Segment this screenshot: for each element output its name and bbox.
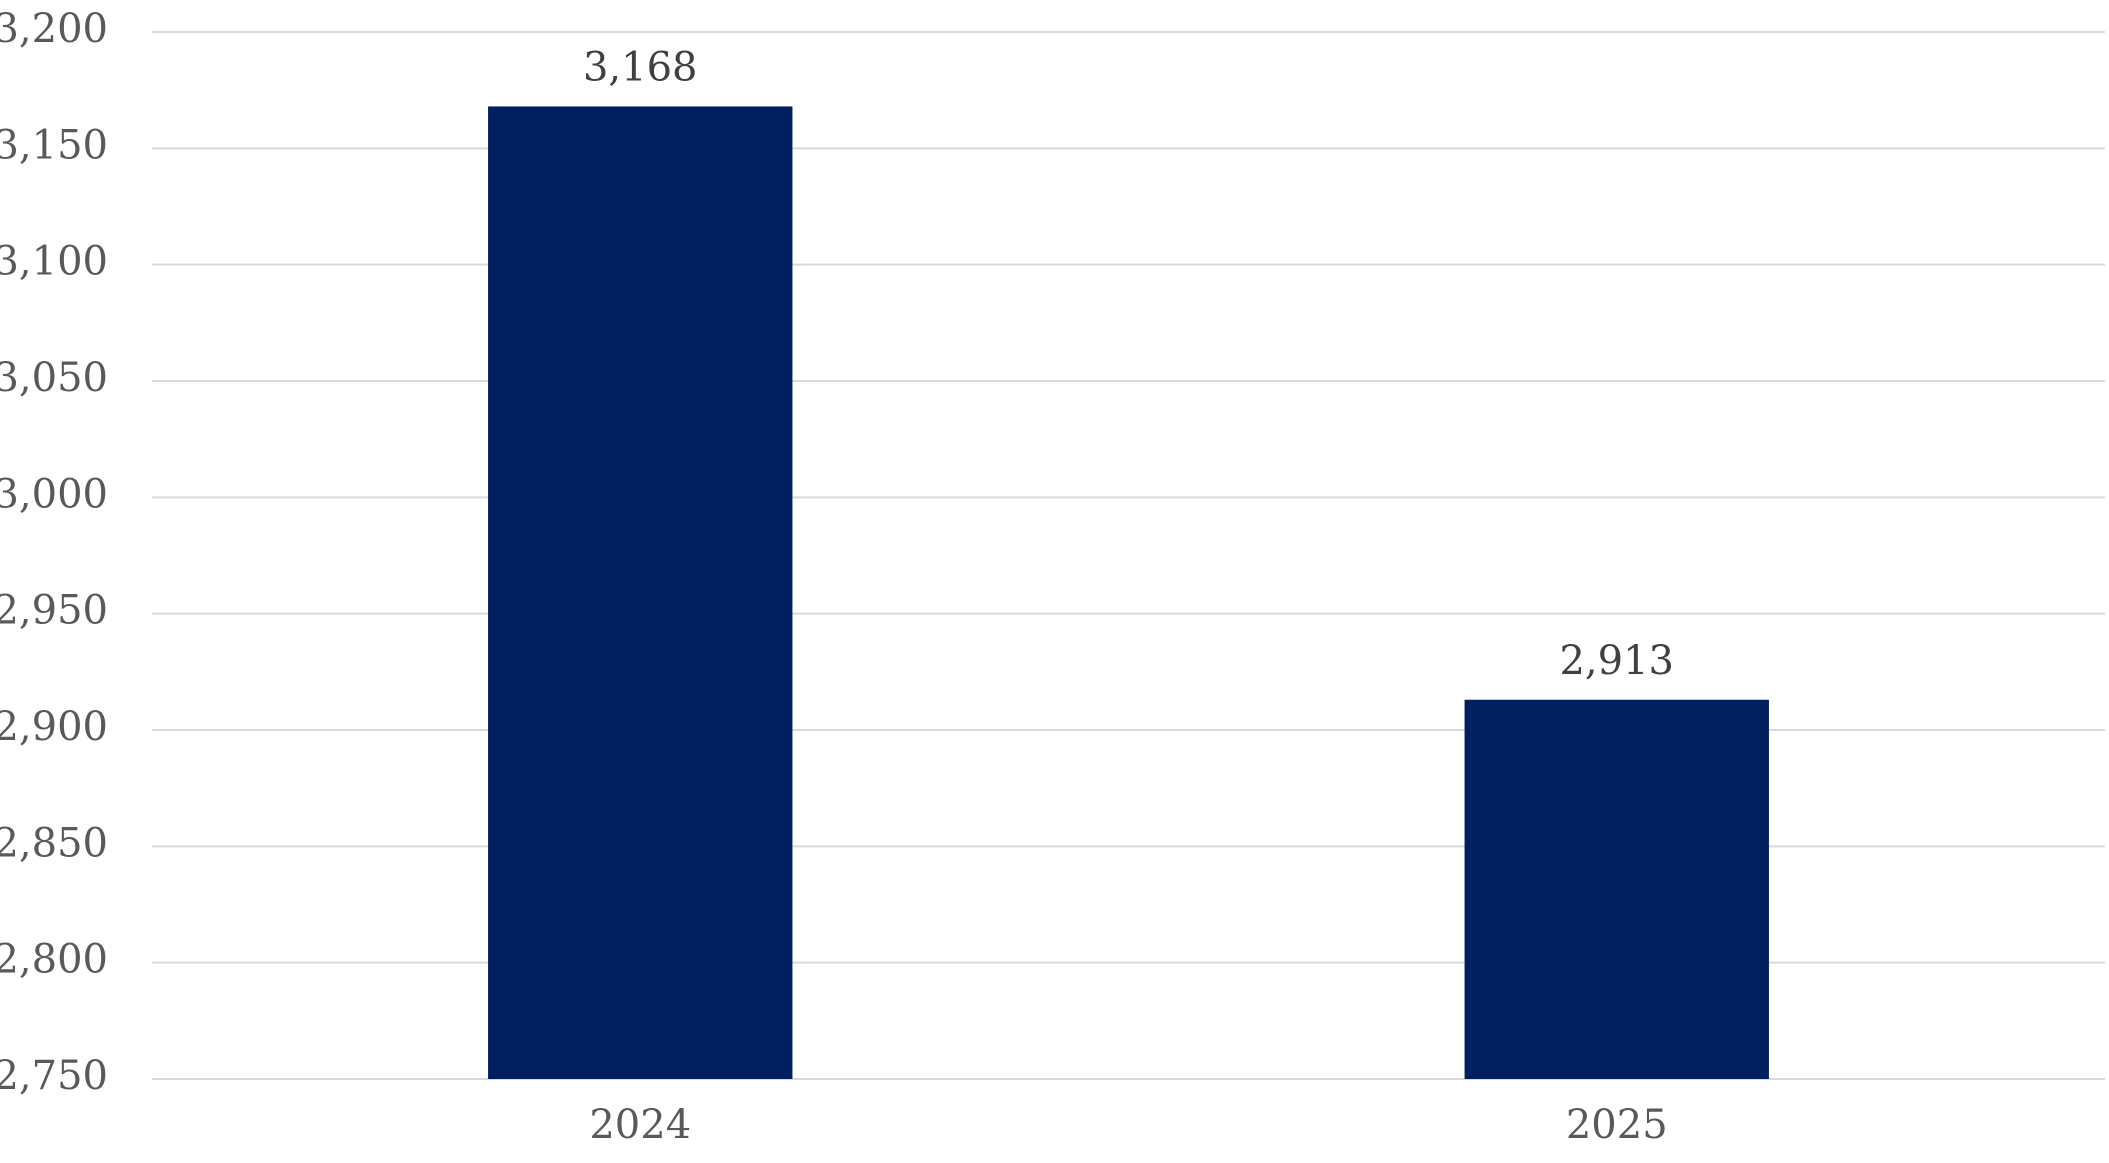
y-tick-label: 2,750 [0,1053,108,1099]
y-tick-label: 2,900 [0,704,108,750]
y-tick-label: 3,200 [0,6,108,52]
bars [488,106,1769,1080]
y-tick-label: 2,950 [0,588,108,634]
y-tick-label: 3,150 [0,122,108,168]
y-tick-label: 3,050 [0,355,108,401]
y-tick-label: 2,800 [0,937,108,983]
bar-2025 [1464,699,1769,1079]
x-category-label: 2025 [1566,1102,1668,1148]
y-axis-tick-labels: 2,750 2,800 2,850 2,900 2,950 3,000 3,050 3,100… [0,6,108,1099]
y-tick-label: 2,850 [0,820,108,866]
data-label: 3,168 [583,44,698,90]
bar-2024 [488,106,793,1080]
data-labels: 3,168 2,913 [583,44,1674,683]
y-tick-label: 3,000 [0,471,108,517]
x-axis-category-labels: 2024 2025 [589,1102,1667,1148]
gridlines [152,31,2105,1080]
x-category-label: 2024 [589,1102,691,1148]
data-label: 2,913 [1559,638,1674,684]
y-tick-label: 3,100 [0,239,108,285]
